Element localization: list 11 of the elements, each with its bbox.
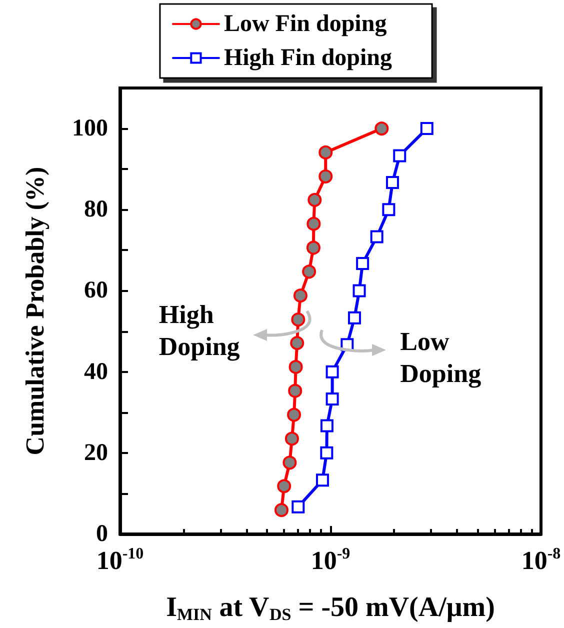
y-tick-label: 80 xyxy=(84,196,108,223)
y-tick-label: 20 xyxy=(84,440,108,466)
y-axis-title: Cumulative Probably (%) xyxy=(20,166,50,456)
y-tick-label: 0 xyxy=(96,521,108,547)
y-tick-label: 100 xyxy=(72,116,108,142)
y-tick-label: 60 xyxy=(84,278,108,304)
annotation: Low Doping xyxy=(400,326,482,390)
annotation: High Doping xyxy=(158,299,240,364)
legend-label: Low Fin doping xyxy=(224,11,387,37)
y-tick-label: 40 xyxy=(84,358,108,385)
legend-label: High Fin doping xyxy=(224,45,392,71)
